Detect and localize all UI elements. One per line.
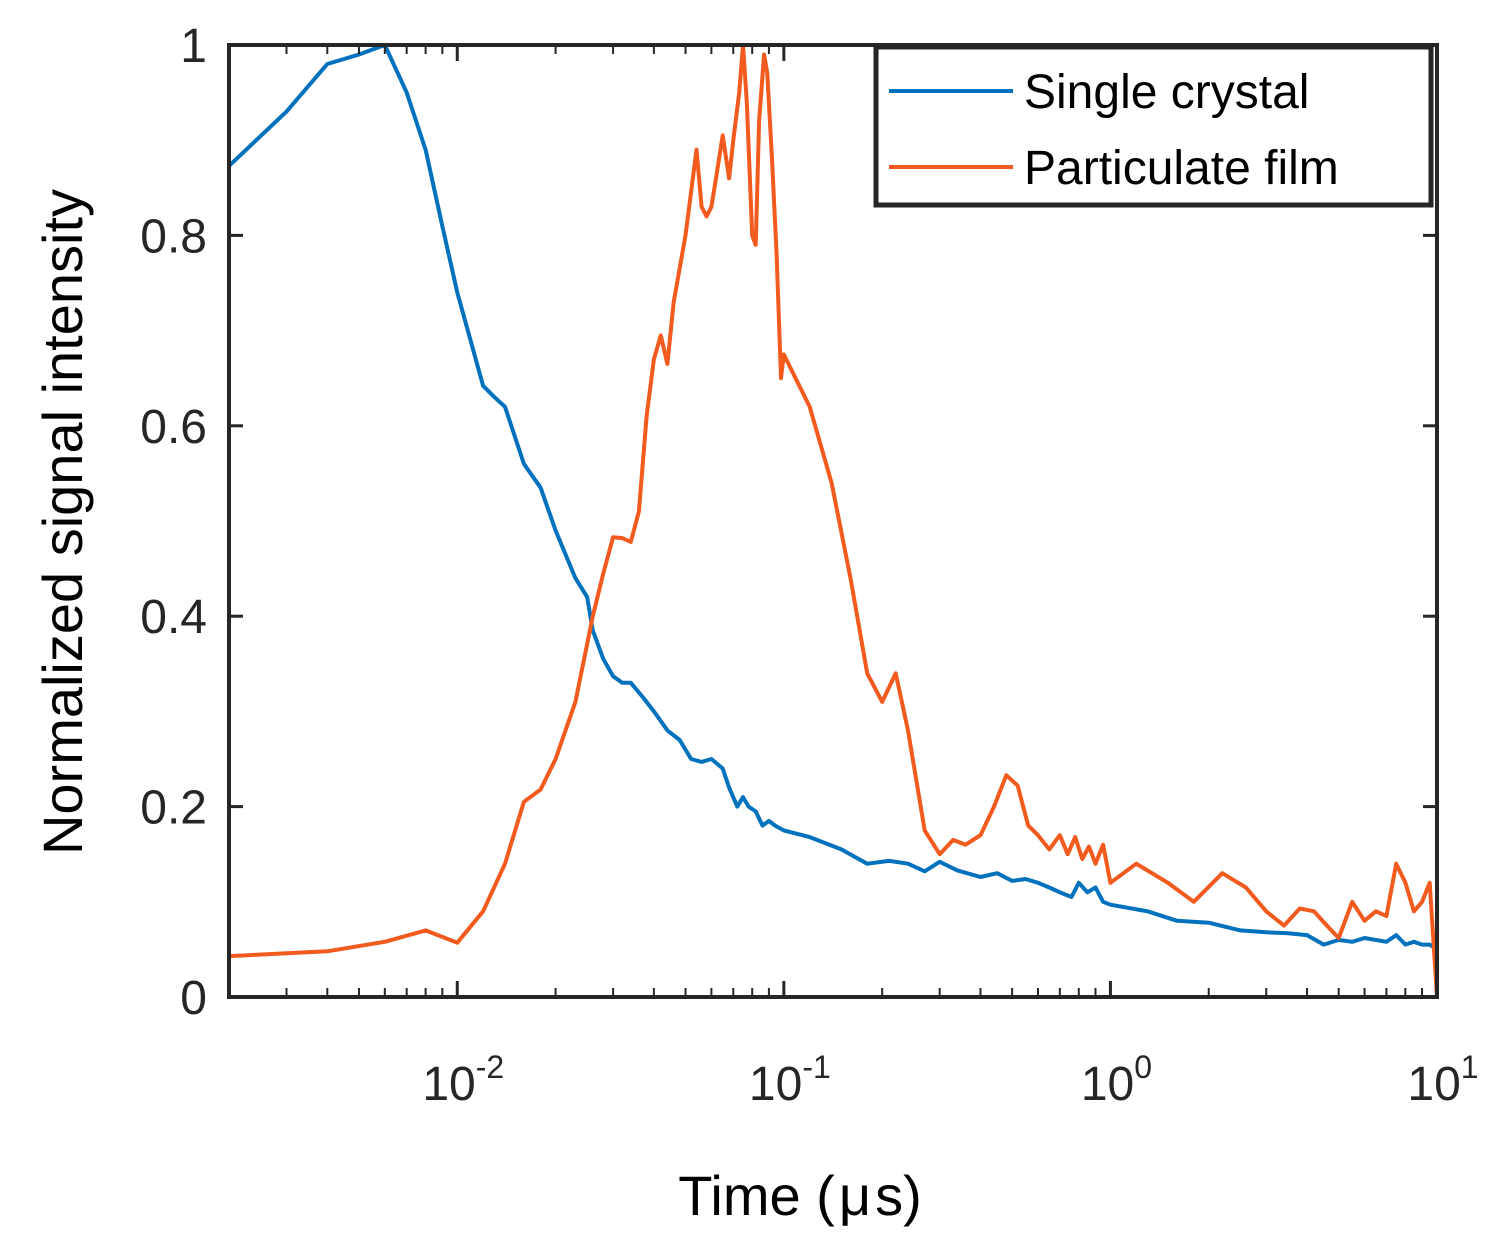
- y-tick-label: 0.8: [140, 210, 207, 263]
- y-tick-label: 0.4: [140, 591, 207, 644]
- x-axis-label-prefix: Time (: [678, 1164, 835, 1227]
- x-tick-label: 101: [1407, 1049, 1478, 1111]
- y-tick-label: 0.6: [140, 401, 207, 454]
- y-tick-label: 1: [180, 20, 207, 73]
- legend-label-particulate-film: Particulate film: [1024, 142, 1339, 195]
- x-axis-label: Time (μs): [678, 1164, 922, 1227]
- x-tick-label: 10-1: [749, 1049, 831, 1111]
- y-axis-label: Normalized signal intensity: [31, 189, 94, 855]
- series-line-particulate-film: [228, 43, 1439, 998]
- x-tick-label: 100: [1081, 1049, 1152, 1111]
- legend-box: [873, 44, 1434, 208]
- legend-label-single-crystal: Single crystal: [1024, 66, 1309, 119]
- legend: Single crystal Particulate film: [873, 44, 1434, 208]
- x-tick-label: 10-2: [422, 1049, 504, 1111]
- x-axis-label-suffix: s): [875, 1164, 922, 1227]
- y-tick-label: 0: [180, 972, 207, 1025]
- axes-layer: 0 0.2 0.4 0.6 0.8 1 10-2 10-1 100 101: [140, 20, 1478, 1111]
- x-axis-label-unit: μ: [839, 1164, 871, 1227]
- series-line-single-crystal: [227, 43, 1439, 952]
- y-tick-label: 0.2: [140, 782, 207, 835]
- plot-frame: [227, 43, 1439, 999]
- series-layer: [227, 43, 1439, 998]
